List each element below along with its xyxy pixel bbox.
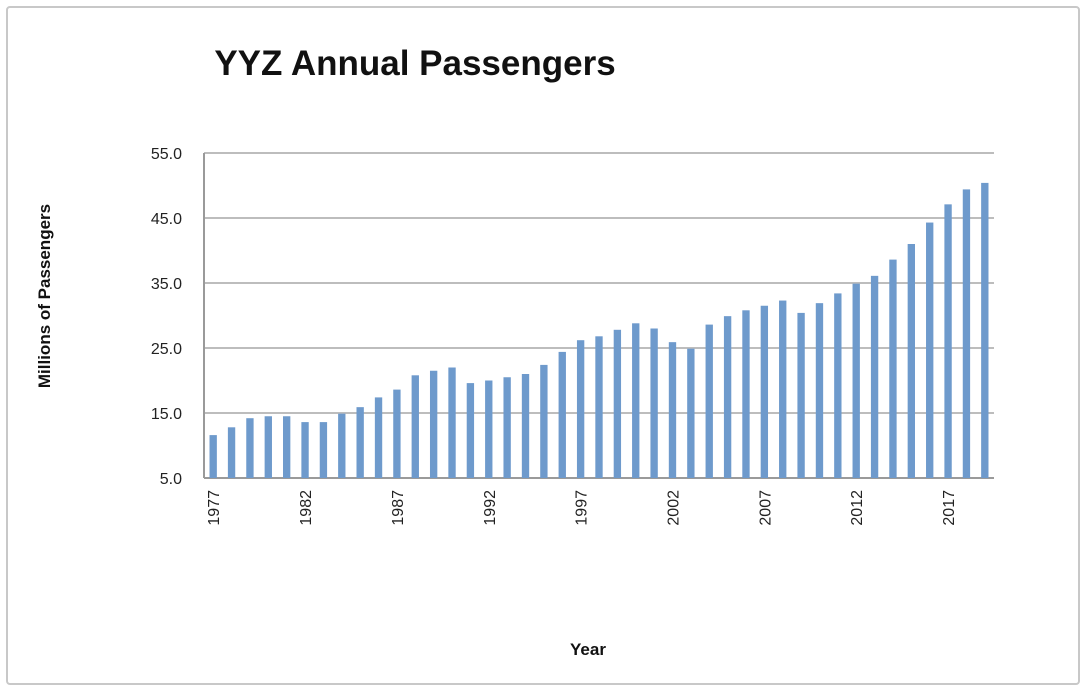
bar [687,348,695,478]
bar [723,316,732,478]
x-tick-label: 1977 [206,490,223,526]
y-tick-label: 35.0 [151,276,182,293]
y-tick-label: 55.0 [151,146,182,163]
bar [705,324,713,478]
y-tick-label: 45.0 [151,211,182,228]
bar [264,416,272,478]
bar [962,189,971,478]
bar [926,222,934,478]
x-tick-label: 1997 [574,490,591,526]
bar [374,397,383,478]
bar [779,300,787,478]
bar [283,416,291,478]
bar [393,389,401,478]
bar [595,336,603,478]
bar [338,413,346,478]
bar [301,422,309,478]
bar [429,370,438,478]
y-tick-label: 5.0 [160,471,182,488]
bar [815,303,824,478]
bar [852,283,860,478]
x-tick-label: 1982 [298,490,315,526]
x-tick-label: 1987 [390,490,407,526]
chart-frame [6,6,1080,685]
bar [889,259,897,478]
bar [411,375,419,478]
bar [576,340,585,478]
bar [650,328,658,478]
bar [319,422,328,478]
bar [613,329,622,478]
bar [227,427,236,478]
bar [209,435,217,478]
chart-title: YYZ Annual Passengers [214,44,616,83]
x-tick-label: 2002 [665,490,682,526]
bar [503,377,511,478]
x-tick-label: 2007 [757,490,774,526]
x-tick-label: 2012 [849,490,866,526]
bar [797,312,805,478]
bar [870,275,879,478]
bar [558,351,566,478]
bar [834,293,842,478]
x-tick-label: 1992 [482,490,499,526]
bar [907,244,915,478]
y-tick-label: 25.0 [151,341,182,358]
y-tick-label: 15.0 [151,406,182,423]
bar [246,418,254,478]
x-tick-label: 2017 [941,490,958,526]
bar [485,380,493,478]
bar [760,305,769,478]
bar [466,383,475,478]
bar [944,204,952,478]
bar [742,310,750,478]
bar [540,364,548,478]
bar [668,342,677,478]
bar [981,182,989,478]
bar [521,374,530,478]
bar [632,323,640,478]
bar [356,407,364,478]
x-axis-title: Year [570,640,606,659]
bar [448,367,456,478]
